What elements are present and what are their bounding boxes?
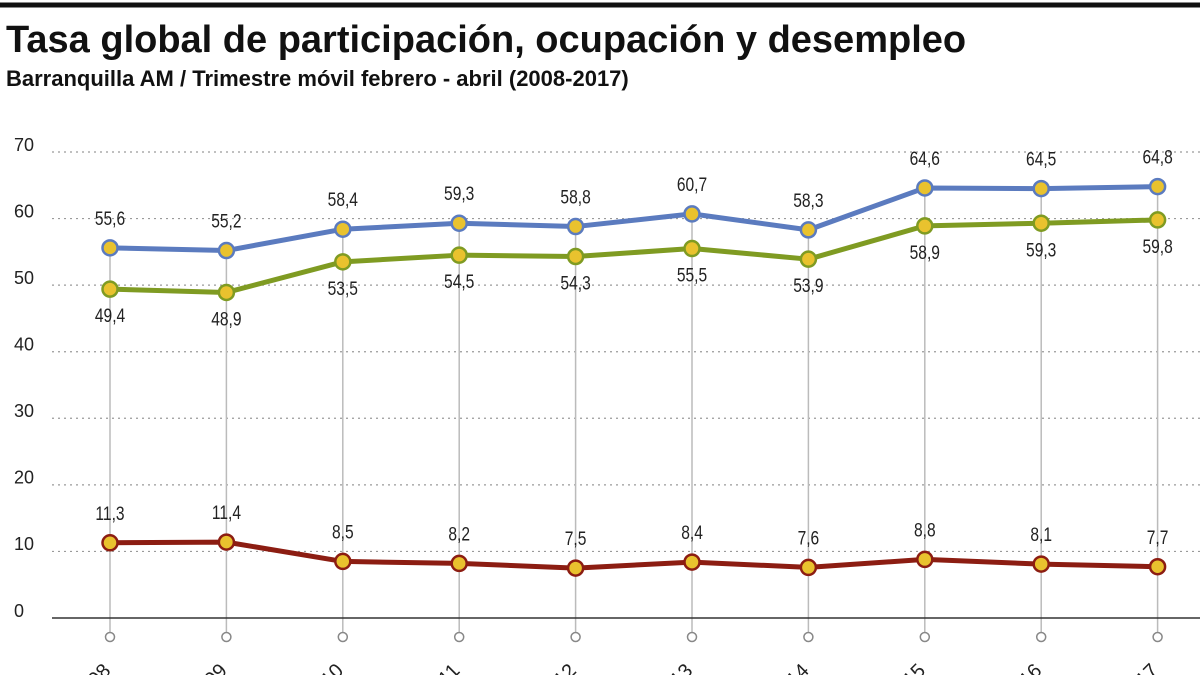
y-tick-label: 70 <box>14 135 34 155</box>
data-label: 7,6 <box>798 527 820 549</box>
data-label: 59,3 <box>444 183 474 205</box>
x-tick-dot <box>1152 631 1163 643</box>
data-point <box>217 533 236 551</box>
data-label: 53,9 <box>793 275 823 297</box>
series-line <box>109 539 1158 571</box>
data-point <box>101 280 119 298</box>
data-point <box>1148 177 1167 196</box>
y-tick-label: 50 <box>14 268 34 288</box>
data-point <box>450 214 468 232</box>
data-point <box>450 246 468 264</box>
series-line <box>109 217 1158 295</box>
data-label: 8,2 <box>448 523 470 545</box>
data-label: 11,3 <box>95 502 124 524</box>
data-label: 8,8 <box>914 519 936 541</box>
data-point <box>799 250 818 268</box>
data-point <box>334 253 352 271</box>
data-label: 48,9 <box>211 308 241 330</box>
data-point <box>916 179 934 197</box>
data-label: 59,3 <box>1026 239 1056 261</box>
data-point <box>683 553 701 571</box>
data-point <box>1032 555 1050 573</box>
data-label: 58,9 <box>910 241 940 263</box>
data-label: 58,3 <box>793 189 823 211</box>
data-label: 8,5 <box>332 521 354 543</box>
data-label: 55,5 <box>677 264 707 286</box>
data-point <box>217 241 236 260</box>
data-point <box>683 205 701 223</box>
x-tick-dot <box>570 631 581 643</box>
x-tick-dot <box>803 631 814 643</box>
data-label: 60,7 <box>677 173 707 195</box>
data-label: 11,4 <box>212 502 241 524</box>
data-label: 64,5 <box>1026 148 1056 170</box>
x-tick-dot <box>337 631 349 643</box>
y-tick-label: 20 <box>14 468 34 488</box>
data-point <box>1148 557 1167 576</box>
data-point <box>566 217 585 236</box>
data-point <box>566 247 585 266</box>
y-tick-label: 40 <box>14 334 34 354</box>
data-label: 7,7 <box>1147 526 1169 548</box>
x-tick-dot <box>221 631 232 643</box>
series-line <box>109 184 1158 254</box>
data-point <box>1148 211 1167 229</box>
x-tick-dot <box>453 631 465 643</box>
data-point <box>450 554 468 573</box>
data-label: 59,8 <box>1142 235 1172 257</box>
x-tick-dot <box>686 631 698 643</box>
data-point <box>916 550 934 569</box>
y-tick-label: 10 <box>14 534 34 554</box>
data-point <box>217 283 236 302</box>
data-point <box>334 552 352 571</box>
data-point <box>1032 179 1050 198</box>
data-label: 58,4 <box>328 189 359 211</box>
data-label: 7,5 <box>565 528 587 550</box>
data-label: 53,5 <box>328 277 358 299</box>
data-label: 55,2 <box>211 210 241 232</box>
data-point <box>916 217 934 235</box>
y-tick-label: 60 <box>14 201 34 221</box>
data-label: 8,1 <box>1030 524 1052 546</box>
x-tick-dot <box>1035 631 1047 643</box>
data-label: 54,5 <box>444 271 474 293</box>
data-point <box>799 558 818 577</box>
data-label: 55,6 <box>95 207 125 229</box>
data-label: 8,4 <box>681 522 703 544</box>
data-point <box>1032 214 1050 232</box>
data-point <box>334 220 352 238</box>
data-point <box>683 239 701 258</box>
x-tick-dot <box>104 631 116 643</box>
data-label: 64,8 <box>1142 146 1172 168</box>
data-point <box>101 534 119 552</box>
chart-title: Tasa global de participación, ocupación … <box>6 19 966 61</box>
data-label: 64,6 <box>910 147 940 169</box>
x-tick-dot <box>919 631 931 643</box>
data-point <box>799 221 818 239</box>
y-tick-label: 30 <box>14 401 34 421</box>
data-point <box>101 239 119 257</box>
data-label: 58,8 <box>560 186 590 208</box>
y-tick-label: 0 <box>14 601 24 621</box>
data-point <box>566 559 585 577</box>
data-label: 54,3 <box>560 272 590 294</box>
data-label: 49,4 <box>95 305 126 327</box>
chart-subtitle: Barranquilla AM / Trimestre móvil febrer… <box>6 66 629 91</box>
